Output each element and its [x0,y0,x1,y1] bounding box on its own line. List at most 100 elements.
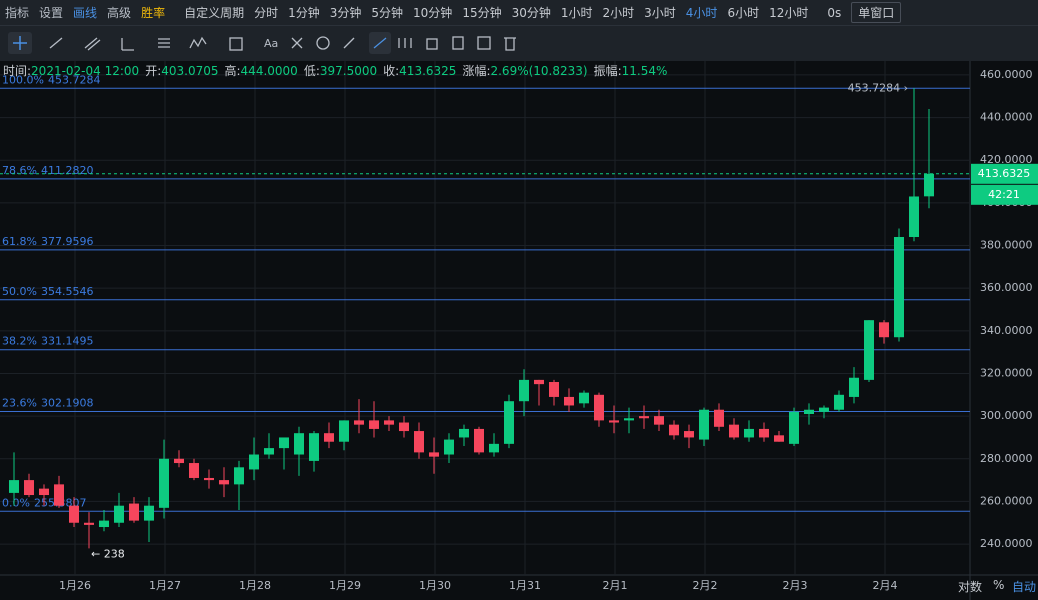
info-value: 444.0000 [240,64,298,78]
candle-body [654,416,664,425]
fib-ratio: 23.6% [2,396,37,409]
x-tick-label: 1月27 [149,579,181,592]
candle-body [144,505,154,521]
percent-toggle[interactable]: % [993,578,1005,592]
y-tick-label: 300.0000 [980,409,1033,422]
candle-body [309,433,319,461]
period-button[interactable]: 分时 [254,6,279,20]
candle-body [669,424,679,436]
fib-price: 302.1908 [41,396,94,409]
candle-body [564,396,574,406]
candle-body [609,420,619,423]
y-tick-label: 320.0000 [980,366,1033,379]
period-button[interactable]: 2小时 [602,6,635,20]
auto-toggle[interactable]: 自动 [1012,580,1037,594]
window-select[interactable]: 单窗口 [851,2,902,23]
max-annotation: 453.7284 › [848,81,908,94]
period-button[interactable]: 5分钟 [371,6,404,20]
info-label: 涨幅: [462,64,491,78]
x-tick-label: 2月2 [693,579,718,592]
last-price-tag [971,163,1038,184]
period-button[interactable]: 3分钟 [329,6,362,20]
info-label: 收: [383,64,400,78]
fib-label: 38.2% 331.1495 [2,335,93,348]
toolbar-button[interactable]: 画线 [73,6,98,20]
min-annotation: ← 238 [91,547,125,560]
period-button[interactable]: 12小时 [769,6,809,20]
period-button[interactable]: 1小时 [560,6,593,20]
toolbar-button[interactable]: 设置 [39,6,64,20]
period-button[interactable]: 30分钟 [511,6,551,20]
candle-body [579,392,589,404]
period-button[interactable]: 10分钟 [413,6,453,20]
candle-body [189,463,199,478]
candle-body [69,505,79,523]
y-tick-label: 240.0000 [980,537,1033,550]
candle-body [504,401,514,444]
x-tick-label: 1月30 [419,579,451,592]
candle-body [9,480,19,493]
x-tick-label: 2月4 [873,579,898,592]
y-tick-label: 440.0000 [980,111,1033,124]
fib-ratio: 100.0% [2,73,44,86]
info-value: 403.0705 [161,64,219,78]
candle-body [234,467,244,485]
candle-body [729,424,739,438]
toolbar-button[interactable]: 高级 [107,6,132,20]
info-label: 开: [145,64,162,78]
last-price-label: 413.6325 [978,167,1031,180]
toolbar-button[interactable]: 指标 [5,6,30,20]
period-button[interactable]: 15分钟 [462,6,502,20]
candle-body [699,409,709,440]
candle-body [294,433,304,455]
log-toggle[interactable]: 对数 [958,580,983,594]
fib-label: 78.6% 411.2820 [2,164,93,177]
info-value: 2.69%(10.8233) [490,64,588,78]
candle-body [24,480,34,496]
fib-ratio: 61.8% [2,235,37,248]
period-button[interactable]: 4小时 [685,6,718,20]
fib-price: 453.7284 [48,73,101,86]
y-tick-label: 460.0000 [980,68,1033,81]
custom-period[interactable]: 自定义周期 [184,6,245,20]
candle-body [684,431,694,438]
candle-body [909,196,919,237]
candle-body [759,428,769,438]
candle-body [834,394,844,410]
x-tick-label: 1月31 [509,579,541,592]
y-tick-label: 260.0000 [980,494,1033,507]
candle-body [549,382,559,397]
info-label: 振幅: [593,64,622,78]
candle-body [444,439,454,455]
tool-icons: Aa [8,32,516,54]
x-tick-label: 2月1 [603,579,628,592]
x-tick-label: 2月3 [783,579,808,592]
candle-body [159,458,169,508]
candle-body [384,420,394,425]
toolbar-button[interactable]: 胜率 [141,6,166,20]
candle-body [714,409,724,427]
fib-label: 50.0% 354.5546 [2,285,93,298]
period-button[interactable]: 6小时 [727,6,760,20]
candle-body [84,522,94,525]
period-button[interactable]: 1分钟 [288,6,320,20]
candle-body [369,420,379,429]
candle-body [474,428,484,453]
info-label: 低: [303,64,320,78]
period-button[interactable]: 3小时 [644,6,676,20]
candle-body [174,458,184,464]
candle-body [324,433,334,442]
info-label: 时间: [3,64,32,78]
fib-ratio: 0.0% [2,496,30,509]
candle-body [414,431,424,453]
candle-body [129,503,139,521]
candle-body [39,488,49,496]
candle-body [594,394,604,421]
fib-price: 354.5546 [41,285,94,298]
fib-label: 23.6% 302.1908 [2,396,93,409]
candle-body [639,416,649,419]
y-tick-label: 280.0000 [980,452,1033,465]
countdown-setting[interactable]: 0s [827,5,842,20]
